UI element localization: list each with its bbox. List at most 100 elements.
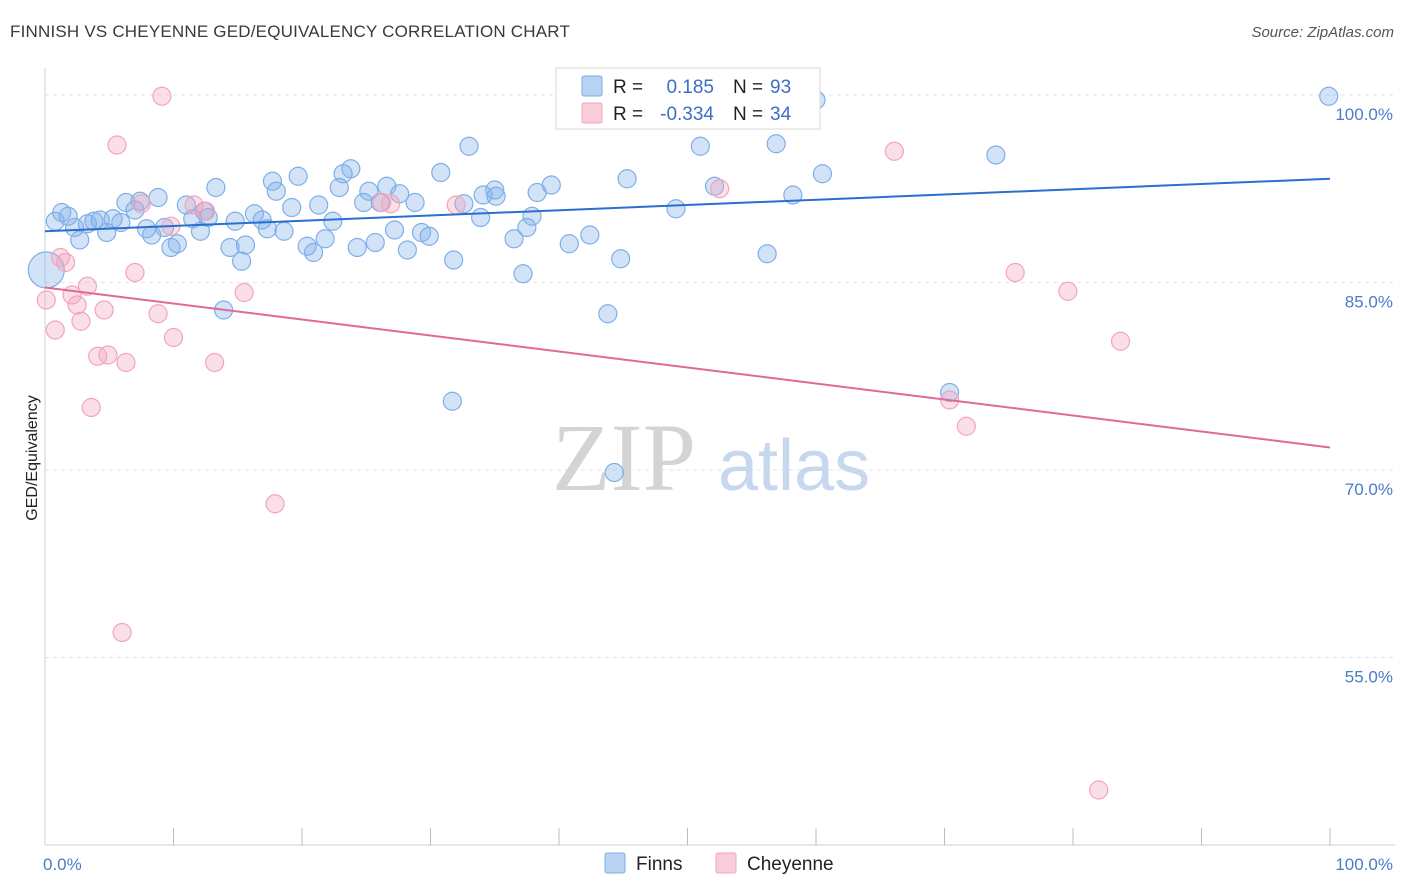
point-cheyenne [131,194,151,214]
point-cheyenne [98,345,118,365]
point-cheyenne [94,300,114,320]
point-finns [341,159,361,179]
point-finns [541,175,561,195]
point-finns [485,180,505,200]
point-cheyenne [112,622,132,643]
point-finns [274,221,294,241]
y-tick-label-0: 100.0% [1335,105,1393,124]
point-finns [148,187,168,208]
point-finns [365,232,385,253]
point-cheyenne [116,352,136,373]
legend-r-value-cheyenne: -0.334 [660,104,714,125]
point-cheyenne [1005,262,1025,283]
legend-n-value-finns: 93 [770,77,791,98]
point-finns [611,249,631,269]
x-tick-label-0: 0.0% [43,855,82,874]
point-finns [666,199,686,219]
y-tick-label-2: 70.0% [1345,480,1393,499]
y-tick-labels: 100.0% 85.0% 70.0% 55.0% [1335,105,1393,687]
series-finns-points [27,82,1339,483]
point-finns [459,136,479,156]
point-cheyenne [81,397,101,418]
point-cheyenne [67,295,87,315]
point-finns [309,195,329,215]
point-cheyenne [884,141,904,161]
point-cheyenne [148,304,168,324]
series-legend-swatch-cheyenne [715,852,737,874]
point-finns [444,250,464,270]
point-finns [288,166,308,186]
legend-n-value-cheyenne: 34 [770,104,792,125]
legend-n-label-finns: N = [733,77,763,98]
point-finns [617,169,637,189]
point-finns [359,181,379,201]
trend-line-finns [44,177,1331,233]
series-legend: Finns Cheyenne [604,852,834,875]
series-legend-swatch-finns [604,852,626,874]
watermark-zip: ZIP [552,404,696,511]
point-finns [225,211,245,231]
point-cheyenne [710,179,730,199]
point-finns [282,197,302,218]
point-finns [220,237,240,258]
series-legend-label-finns: Finns [636,854,682,875]
point-cheyenne [265,494,285,514]
point-cheyenne [1089,780,1109,800]
point-finns [690,136,710,156]
legend-r-label-finns: R = [613,77,643,98]
point-finns [517,217,537,238]
point-finns [704,176,725,196]
point-cheyenne [125,262,145,283]
point-finns [986,145,1006,165]
watermark-atlas: atlas [718,426,870,506]
point-finns [559,234,579,254]
data-points [27,82,1339,800]
legend-swatch-finns [581,75,603,97]
point-cheyenne [107,135,127,155]
x-tick-label-1: 100.0% [1335,855,1393,874]
point-finns [812,164,833,184]
point-finns [206,177,226,198]
series-legend-label-cheyenne: Cheyenne [747,854,834,875]
axes [44,68,1395,846]
point-finns [232,251,252,271]
point-finns [266,181,286,201]
point-finns [940,382,960,403]
point-finns [766,134,786,154]
point-finns [598,304,618,324]
legend-r-label-cheyenne: R = [613,104,643,125]
point-cheyenne [205,352,225,373]
point-cheyenne [88,346,108,366]
point-finns [397,240,417,260]
legend-n-label-cheyenne: N = [733,104,763,125]
point-cheyenne [77,276,98,296]
y-tick-label-3: 55.0% [1345,668,1393,687]
point-finns [70,230,90,250]
point-finns [315,229,335,249]
point-cheyenne [36,290,56,310]
y-axis-label: GED/Equivalency [24,395,41,520]
point-finns [347,237,367,258]
point-finns [58,206,78,226]
point-finns [235,235,256,255]
point-finns [522,206,542,226]
point-finns [64,217,85,238]
point-finns [783,185,803,205]
point-finns [604,462,624,483]
point-cheyenne [71,311,91,331]
point-finns [513,264,533,284]
point-cheyenne [55,252,76,273]
point-cheyenne [381,194,401,214]
point-finns [580,225,600,245]
point-cheyenne [163,327,184,348]
point-cheyenne [234,282,254,303]
point-cheyenne [184,195,204,215]
point-finns [323,211,343,231]
point-cheyenne [1058,281,1078,301]
point-finns [471,207,491,228]
point-cheyenne [956,416,976,436]
legend-r-value-finns: 0.185 [666,77,714,98]
legend-swatch-cheyenne [581,102,603,124]
point-finns [303,242,324,263]
